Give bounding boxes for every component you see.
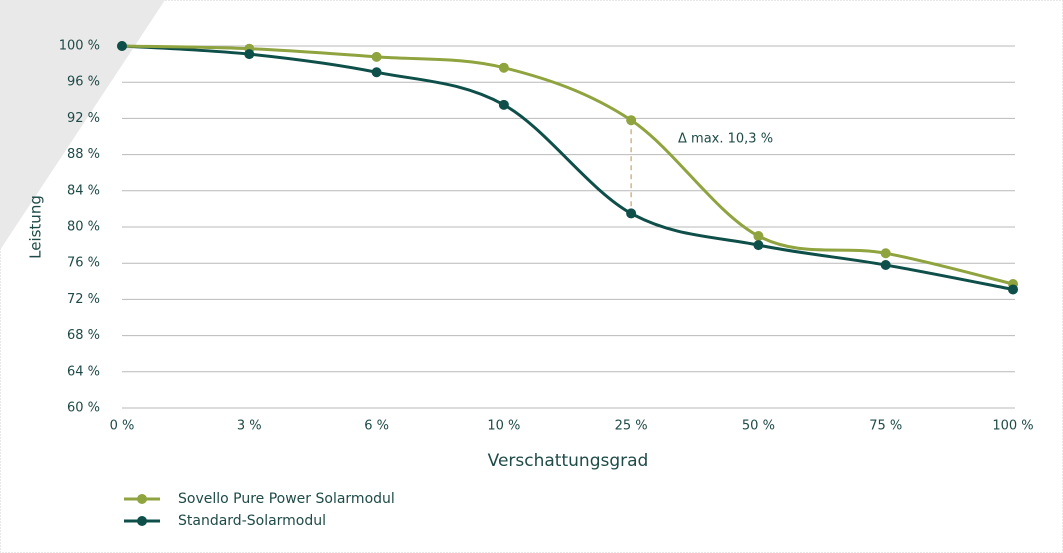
- point: [244, 49, 255, 60]
- legend-label: Standard-Solarmodul: [178, 513, 326, 529]
- y-tick-label: 64 %: [67, 364, 100, 379]
- x-tick-label: 50 %: [742, 419, 775, 434]
- annotation: Δ max. 10,3 %: [678, 132, 773, 147]
- point: [371, 67, 382, 78]
- x-tick-label: 100 %: [992, 419, 1033, 434]
- point: [753, 231, 764, 242]
- y-tick-label: 84 %: [67, 183, 100, 198]
- point: [1008, 284, 1018, 295]
- point: [117, 41, 127, 51]
- decoration: [0, 0, 165, 250]
- y-tick-label: 92 %: [67, 111, 100, 126]
- legend-label: Sovello Pure Power Solarmodul: [178, 491, 395, 507]
- y-tick-label: 100 %: [59, 39, 100, 54]
- point: [498, 62, 509, 73]
- x-tick-label: 0 %: [110, 419, 135, 434]
- y-tick-label: 72 %: [67, 292, 100, 307]
- legend-marker: [137, 494, 147, 504]
- y-tick-label: 88 %: [67, 147, 100, 162]
- y-tick-label: 96 %: [67, 75, 100, 90]
- y-axis-label: Leistung: [27, 195, 45, 259]
- point: [753, 240, 764, 251]
- point: [626, 115, 637, 126]
- x-tick-label: 25 %: [615, 419, 648, 434]
- y-tick-label: 76 %: [67, 256, 100, 271]
- point: [371, 51, 382, 62]
- point: [626, 208, 637, 219]
- legend-marker: [137, 516, 147, 526]
- point: [880, 260, 891, 271]
- line: [121, 44, 1014, 286]
- y-tick-label: 60 %: [67, 401, 100, 416]
- x-tick-label: 3 %: [237, 419, 262, 434]
- x-tick-label: 10 %: [487, 419, 520, 434]
- y-tick-label: 80 %: [67, 220, 100, 235]
- line: [121, 44, 1014, 291]
- x-tick-label: 75 %: [869, 419, 902, 434]
- x-axis-label: Verschattungsgrad: [488, 451, 649, 471]
- point: [498, 99, 509, 110]
- y-tick-label: 68 %: [67, 328, 100, 343]
- x-tick-label: 6 %: [364, 419, 389, 434]
- point: [880, 248, 891, 259]
